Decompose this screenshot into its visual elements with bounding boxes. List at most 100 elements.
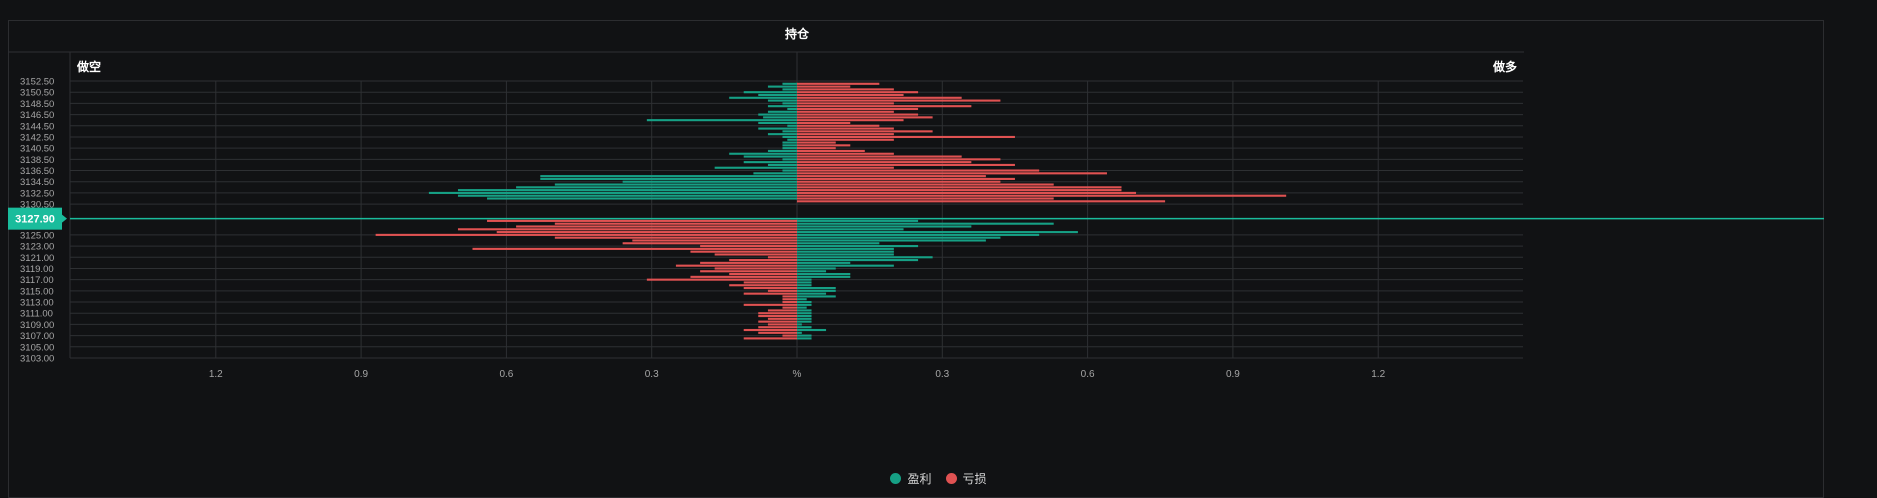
legend-item-profit[interactable]: 盈利 bbox=[890, 470, 932, 487]
y-tick-label: 3103.00 bbox=[20, 354, 54, 365]
y-tick-label: 3121.00 bbox=[20, 253, 54, 264]
loss-long-bar bbox=[797, 133, 894, 136]
profit-short-bar bbox=[457, 189, 797, 192]
profit-long-bar bbox=[797, 295, 836, 298]
loss-short-bar bbox=[743, 281, 797, 284]
profit-short-bar bbox=[554, 183, 797, 186]
loss-long-bar bbox=[797, 105, 972, 108]
profit-long-bar bbox=[797, 219, 919, 222]
loss-short-bar bbox=[767, 289, 797, 292]
loss-long-bar bbox=[797, 130, 933, 133]
profit-long-bar bbox=[797, 309, 812, 312]
x-tick-label: 0.3 bbox=[935, 369, 949, 380]
y-tick-label: 3115.00 bbox=[20, 286, 54, 297]
profit-short-bar bbox=[753, 172, 797, 175]
profit-short-bar bbox=[782, 82, 797, 85]
legend-item-loss[interactable]: 亏损 bbox=[945, 470, 987, 487]
loss-short-bar bbox=[758, 312, 797, 315]
loss-long-bar bbox=[797, 93, 904, 97]
loss-long-bar bbox=[797, 152, 894, 155]
profit-long-bar bbox=[797, 289, 836, 292]
loss-short-bar bbox=[782, 334, 797, 337]
profit-long-bar bbox=[797, 242, 880, 245]
profit-long-bar bbox=[797, 250, 894, 253]
loss-short-bar bbox=[767, 256, 797, 259]
loss-long-bar bbox=[797, 88, 894, 91]
profit-short-bar bbox=[729, 96, 797, 99]
profit-long-bar bbox=[797, 278, 812, 281]
profit-short-bar bbox=[743, 91, 797, 94]
current-price-tag-arrow bbox=[62, 214, 67, 223]
loss-long-bar bbox=[797, 110, 894, 113]
profit-dot-icon bbox=[890, 473, 902, 484]
loss-long-bar bbox=[797, 180, 1001, 183]
loss-short-bar bbox=[767, 323, 797, 326]
loss-short-bar bbox=[782, 298, 797, 301]
profit-long-bar bbox=[797, 275, 851, 278]
x-tick-label: 0.9 bbox=[1226, 369, 1240, 380]
loss-short-bar bbox=[700, 245, 797, 248]
profit-short-bar bbox=[782, 88, 797, 91]
profit-long-bar bbox=[797, 314, 812, 318]
loss-long-bar bbox=[797, 119, 904, 122]
loss-long-bar bbox=[797, 141, 836, 144]
x-tick-label: 0.6 bbox=[1081, 369, 1095, 380]
x-tick-label: 0.6 bbox=[499, 369, 513, 380]
profit-long-bar bbox=[797, 236, 1001, 239]
profit-short-bar bbox=[516, 186, 797, 189]
y-tick-label: 3140.50 bbox=[20, 144, 54, 155]
x-tick-label: 0.9 bbox=[354, 369, 368, 380]
profit-long-bar bbox=[797, 317, 812, 320]
loss-long-bar bbox=[797, 121, 851, 125]
profit-long-bar bbox=[797, 320, 812, 323]
loss-long-bar bbox=[797, 96, 962, 99]
profit-short-bar bbox=[782, 102, 797, 105]
profit-short-bar bbox=[428, 191, 797, 194]
profit-short-bar bbox=[758, 127, 797, 130]
loss-long-bar bbox=[797, 166, 894, 169]
profit-short-bar bbox=[729, 152, 797, 155]
profit-long-bar bbox=[797, 328, 827, 332]
y-tick-label: 3119.00 bbox=[20, 264, 54, 275]
profit-short-bar bbox=[758, 113, 797, 116]
y-tick-label: 3152.50 bbox=[20, 77, 54, 88]
loss-long-bar bbox=[797, 127, 894, 130]
loss-long-bar bbox=[797, 135, 1015, 139]
loss-short-bar bbox=[690, 250, 797, 253]
loss-short-bar bbox=[554, 236, 797, 239]
profit-short-bar bbox=[767, 105, 797, 108]
y-tick-label: 3142.50 bbox=[20, 132, 54, 143]
loss-short-bar bbox=[729, 273, 797, 276]
profit-long-bar bbox=[797, 334, 812, 337]
profit-short-bar bbox=[782, 158, 797, 161]
profit-long-bar bbox=[797, 312, 812, 315]
profit-short-bar bbox=[714, 166, 797, 169]
loss-long-bar bbox=[797, 197, 1054, 200]
x-tick-label: 1.2 bbox=[1371, 369, 1385, 380]
loss-short-bar bbox=[743, 287, 797, 290]
loss-short-bar bbox=[758, 314, 797, 318]
loss-long-bar bbox=[797, 155, 962, 158]
profit-long-bar bbox=[797, 267, 836, 270]
y-tick-label: 3148.50 bbox=[20, 99, 54, 110]
profit-long-bar bbox=[797, 233, 1040, 236]
loss-long-bar bbox=[797, 200, 1166, 203]
loss-long-bar bbox=[797, 99, 1001, 102]
profit-short-bar bbox=[743, 155, 797, 158]
legend: 盈利 亏损 bbox=[0, 470, 1877, 487]
profit-short-bar bbox=[743, 161, 797, 164]
profit-long-bar bbox=[797, 300, 812, 304]
y-tick-label: 3134.50 bbox=[20, 177, 54, 188]
loss-short-bar bbox=[700, 270, 797, 273]
profit-short-bar bbox=[622, 180, 797, 183]
loss-short-bar bbox=[690, 275, 797, 278]
loss-long-bar bbox=[797, 194, 1287, 197]
loss-short-bar bbox=[646, 278, 797, 281]
profit-long-bar bbox=[797, 284, 812, 287]
profit-long-bar bbox=[797, 323, 802, 326]
loss-short-bar bbox=[767, 317, 797, 320]
loss-short-bar bbox=[622, 242, 797, 245]
loss-short-bar bbox=[743, 303, 797, 306]
loss-long-bar bbox=[797, 102, 894, 105]
